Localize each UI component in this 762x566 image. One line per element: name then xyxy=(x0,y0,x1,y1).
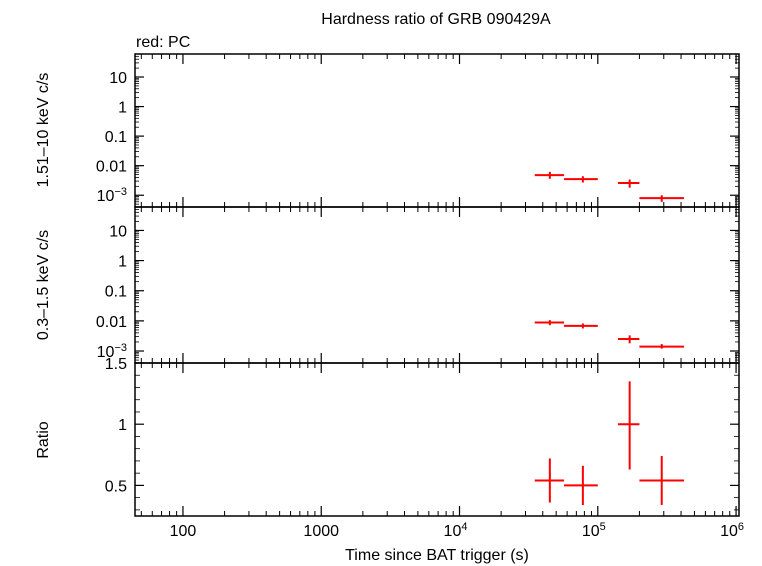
x-tick-label: 104 xyxy=(444,521,468,540)
y-tick-label: 0.01 xyxy=(96,314,127,331)
y-tick-label: 1 xyxy=(118,417,127,434)
data-point xyxy=(617,335,640,344)
x-tick-label: 106 xyxy=(720,521,744,540)
y-axis-label-hard: 1.51–10 keV c/s xyxy=(35,73,52,188)
panel-ratio: 1.5 1 0.5 Ratio xyxy=(35,356,740,517)
data-point xyxy=(617,381,640,470)
data-point xyxy=(639,456,684,505)
panel-frame xyxy=(134,206,740,364)
y-tick-label: 0.01 xyxy=(96,159,127,176)
data-point xyxy=(617,179,640,188)
x-tick-label: 100 xyxy=(170,523,197,540)
legend-label: red: PC xyxy=(136,34,190,51)
x-tick-label: 1000 xyxy=(303,523,339,540)
data-point xyxy=(639,195,684,202)
y-axis-label-ratio: Ratio xyxy=(35,421,52,458)
x-tick-label: 105 xyxy=(582,521,606,540)
data-point xyxy=(639,344,684,349)
y-axis-label-soft: 0.3–1.5 keV c/s xyxy=(35,230,52,340)
y-tick-label: 10−3 xyxy=(97,342,127,361)
panel-soft: 10 1 0.1 0.01 10−3 0.3–1.5 keV c/s xyxy=(35,206,740,364)
data-point xyxy=(534,320,565,326)
data-point xyxy=(534,458,565,503)
y-tick-label: 10−3 xyxy=(97,186,127,205)
y-tick-label: 0.1 xyxy=(105,129,127,146)
panel-hard: 10 1 0.1 0.01 10−3 1.51–10 keV c/s xyxy=(35,53,740,208)
y-tick-label: 10 xyxy=(109,223,127,240)
chart-title: Hardness ratio of GRB 090429A xyxy=(321,11,551,28)
y-tick-label: 0.5 xyxy=(105,478,127,495)
panel-frame xyxy=(134,362,740,517)
y-tick-label: 1 xyxy=(118,100,127,117)
y-tick-label: 0.1 xyxy=(105,284,127,301)
y-tick-label: 1 xyxy=(118,254,127,271)
y-tick-label: 10 xyxy=(109,70,127,87)
data-point xyxy=(534,171,565,179)
panel-frame xyxy=(134,53,740,208)
x-axis-label: Time since BAT trigger (s) xyxy=(345,547,529,564)
data-point xyxy=(564,465,598,505)
data-point xyxy=(564,176,598,183)
y-tick-label: 1.5 xyxy=(105,356,127,373)
data-point xyxy=(564,323,598,329)
